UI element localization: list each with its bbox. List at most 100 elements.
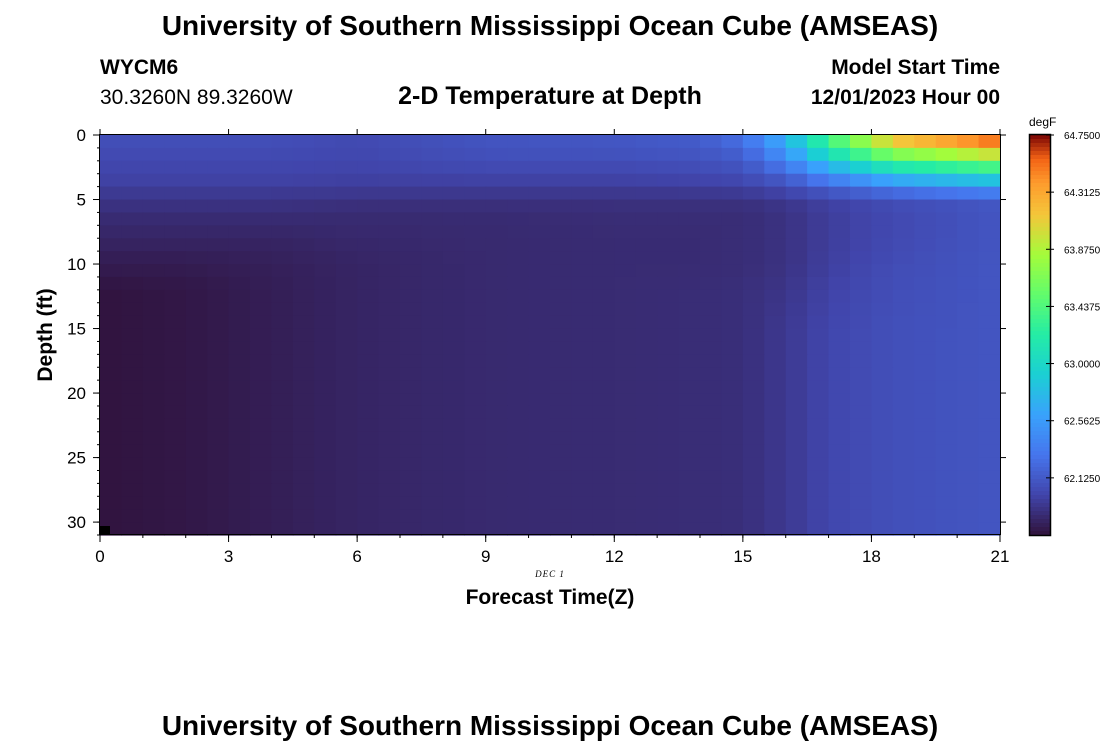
- heatmap-cell: [828, 225, 851, 239]
- heatmap-cell: [807, 393, 830, 407]
- heatmap-cell: [850, 212, 873, 226]
- heatmap-cell: [935, 509, 958, 523]
- heatmap-cell: [507, 367, 530, 381]
- heatmap-cell: [207, 147, 230, 162]
- heatmap-cell: [464, 251, 487, 265]
- heatmap-cell: [614, 328, 637, 343]
- heatmap-cell: [678, 418, 701, 433]
- heatmap-cell: [271, 302, 294, 317]
- colorbar-segment: [1030, 527, 1050, 532]
- heatmap-cell: [335, 367, 358, 381]
- heatmap-cell: [978, 289, 1001, 304]
- heatmap-cell: [121, 264, 144, 278]
- heatmap-cell: [978, 212, 1001, 226]
- heatmap-cell: [100, 380, 123, 394]
- heatmap-cell: [850, 328, 873, 343]
- heatmap-cell: [357, 354, 380, 368]
- heatmap-cell: [892, 328, 915, 343]
- heatmap-cell: [228, 380, 251, 394]
- heatmap-cell: [507, 238, 530, 252]
- colorbar-segment: [1030, 531, 1050, 536]
- heatmap-cell: [657, 431, 680, 446]
- heatmap-cell: [142, 199, 165, 214]
- heatmap-cell: [935, 405, 958, 420]
- heatmap-cell: [764, 457, 787, 472]
- heatmap-cell: [871, 341, 894, 355]
- heatmap-cell: [228, 496, 251, 510]
- heatmap-cell: [871, 147, 894, 162]
- heatmap-cell: [850, 225, 873, 239]
- heatmap-cell: [550, 341, 573, 355]
- heatmap-cell: [292, 302, 315, 317]
- heatmap-cell: [292, 186, 315, 201]
- heatmap-cell: [378, 199, 401, 214]
- heatmap-cell: [957, 457, 980, 472]
- heatmap-cell: [700, 199, 723, 214]
- heatmap-cell: [442, 431, 465, 446]
- heatmap-cell: [164, 509, 187, 523]
- heatmap-cell: [271, 509, 294, 523]
- heatmap-cell: [207, 212, 230, 226]
- heatmap-cell: [614, 135, 637, 149]
- colorbar-segment: [1030, 375, 1050, 380]
- heatmap-cell: [764, 147, 787, 162]
- heatmap-cell: [807, 496, 830, 510]
- heatmap-cell: [164, 289, 187, 304]
- x-tick-label: 18: [862, 547, 881, 566]
- colorbar-segment: [1030, 335, 1050, 340]
- colorbar-segment: [1030, 479, 1050, 484]
- heatmap-cell: [764, 264, 787, 278]
- heatmap-cell: [164, 276, 187, 291]
- heatmap-cell: [678, 276, 701, 291]
- heatmap-cell: [207, 367, 230, 381]
- heatmap-cell: [271, 147, 294, 162]
- heatmap-cell: [142, 509, 165, 523]
- heatmap-cell: [250, 457, 273, 472]
- heatmap-cell: [142, 522, 165, 536]
- heatmap-cell: [250, 418, 273, 433]
- heatmap-cell: [271, 367, 294, 381]
- colorbar-segment: [1030, 455, 1050, 460]
- heatmap-cell: [828, 251, 851, 265]
- heatmap-cell: [700, 444, 723, 459]
- colorbar-segment: [1030, 499, 1050, 504]
- heatmap-cell: [357, 238, 380, 252]
- heatmap-cell: [100, 354, 123, 368]
- heatmap-cell: [871, 444, 894, 459]
- heatmap-cell: [528, 186, 551, 201]
- colorbar-segment: [1030, 459, 1050, 464]
- heatmap-cell: [785, 522, 808, 536]
- heatmap-cell: [935, 393, 958, 407]
- heatmap-cell: [100, 135, 123, 149]
- heatmap-cell: [292, 354, 315, 368]
- heatmap-cell: [550, 160, 573, 175]
- colorbar-segment: [1030, 387, 1050, 392]
- heatmap-cell: [785, 276, 808, 291]
- heatmap-cell: [957, 147, 980, 162]
- x-tick-label: 6: [352, 547, 361, 566]
- heatmap-cell: [228, 289, 251, 304]
- heatmap-cell: [142, 212, 165, 226]
- heatmap-cell: [764, 302, 787, 317]
- heatmap-cell: [442, 405, 465, 420]
- heatmap-cell: [442, 367, 465, 381]
- heatmap-cell: [592, 522, 615, 536]
- heatmap-cell: [978, 186, 1001, 201]
- heatmap-cell: [100, 160, 123, 175]
- heatmap-cell: [614, 367, 637, 381]
- colorbar-segment: [1030, 179, 1050, 184]
- heatmap-cell: [271, 341, 294, 355]
- heatmap-cell: [421, 470, 444, 484]
- heatmap-cell: [592, 289, 615, 304]
- heatmap-cell: [121, 173, 144, 188]
- heatmap-cell: [721, 160, 744, 175]
- heatmap-cell: [485, 444, 508, 459]
- y-tick-label: 10: [67, 255, 86, 274]
- heatmap-cell: [721, 496, 744, 510]
- heatmap-cell: [657, 251, 680, 265]
- heatmap-cell: [828, 457, 851, 472]
- colorbar-segment: [1030, 403, 1050, 408]
- heatmap-cell: [507, 444, 530, 459]
- heatmap-cell: [121, 238, 144, 252]
- heatmap-cell: [957, 160, 980, 175]
